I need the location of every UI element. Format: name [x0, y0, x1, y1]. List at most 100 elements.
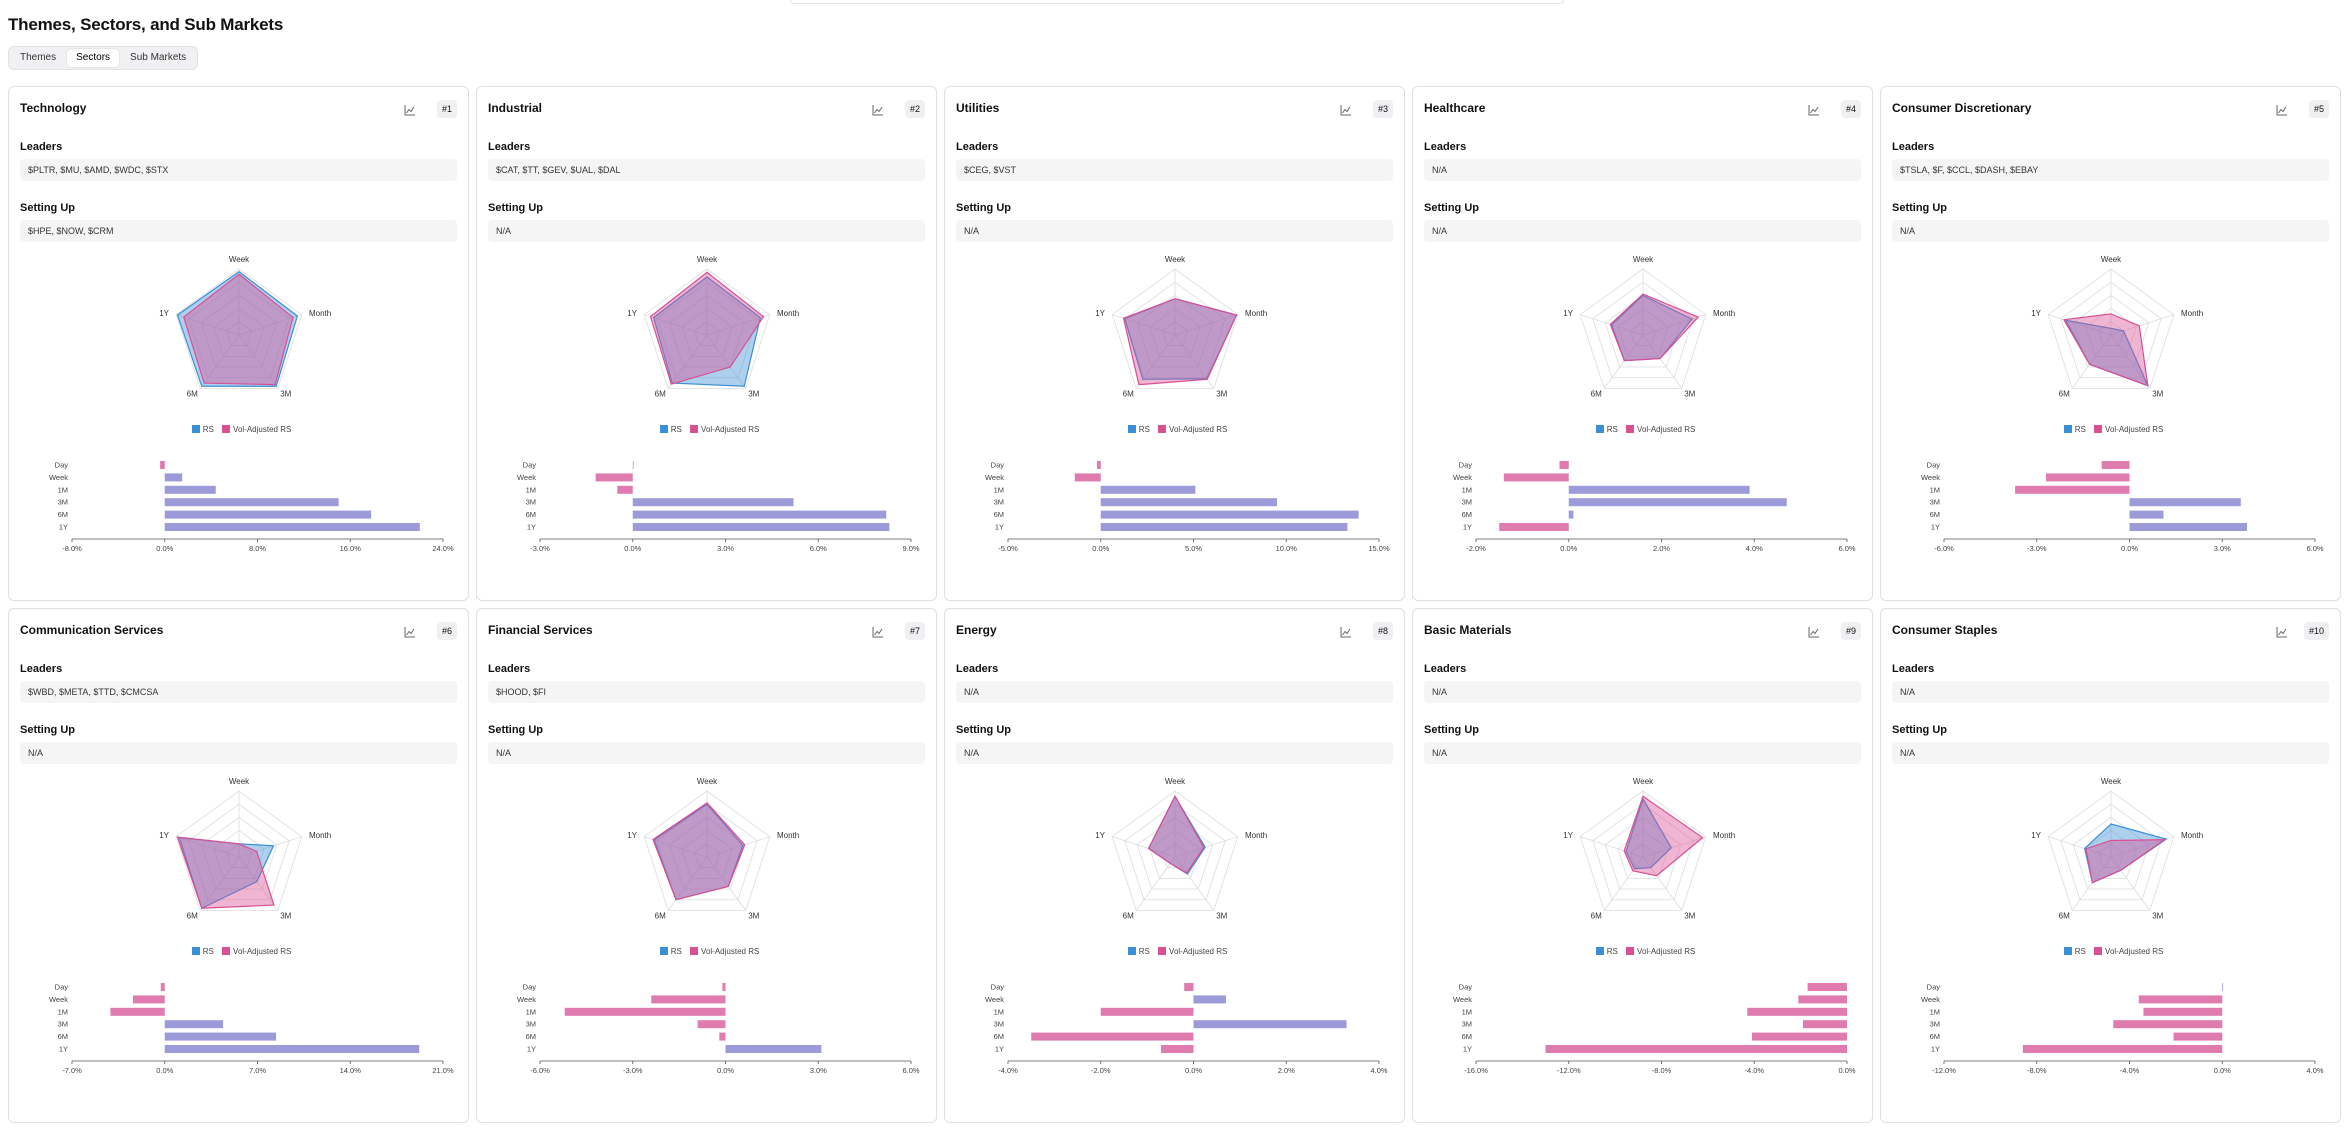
leaders-value: $CEG, $VST — [956, 159, 1393, 181]
radar-axis-label: 1Y — [627, 831, 637, 840]
setting-up-value: N/A — [1892, 742, 2329, 764]
setting-up-label: Setting Up — [20, 724, 75, 736]
radar-spoke — [1642, 836, 1706, 858]
bar-category-label: 1M — [526, 485, 536, 494]
bar-category-label: 1M — [526, 1007, 536, 1016]
bar-x-tick-label: 21.0% — [432, 1066, 454, 1075]
chart-line-icon[interactable] — [1806, 102, 1822, 118]
radar-grid-ring — [2085, 308, 2137, 357]
sector-card: Basic Materials #9 Leaders N/A Setting U… — [1412, 608, 1873, 1123]
radar-spoke — [1174, 856, 1215, 911]
bar-chart: -12.0% -8.0% -4.0% 0.0% 4.0% Day Week 1M 3M 6M 1Y — [1921, 983, 2324, 1076]
leaders-label: Leaders — [956, 663, 999, 675]
bar-category-label: Day — [991, 461, 1005, 470]
setting-up-label: Setting Up — [1892, 202, 1947, 214]
leaders-label: Leaders — [488, 141, 531, 153]
bar-x-tick-label: -12.0% — [1557, 1066, 1581, 1075]
radar-series-vol — [176, 836, 275, 909]
legend-rs-label: RS — [1138, 947, 1150, 956]
chart-line-icon[interactable] — [402, 102, 418, 118]
sector-card: Industrial #2 Leaders $CAT, $TT, $GEV, $… — [476, 86, 937, 601]
chart-line-icon[interactable] — [2274, 102, 2290, 118]
setting-up-label: Setting Up — [20, 202, 75, 214]
sector-card: Energy #8 Leaders N/A Setting Up N/A Wee… — [944, 608, 1405, 1123]
leaders-value: N/A — [1424, 159, 1861, 181]
tab-themes[interactable]: Themes — [20, 52, 57, 63]
bar-category-label: 6M — [1462, 510, 1472, 519]
chart-line-icon[interactable] — [870, 624, 886, 640]
bar-category-label: 6M — [1462, 1032, 1472, 1041]
bar-x-tick-label: 16.0% — [340, 544, 362, 553]
radar-axis-label: 3M — [280, 911, 291, 920]
radar-series-vol — [1147, 795, 1205, 874]
bar-x-tick-label: 10.0% — [1276, 544, 1298, 553]
bar-1m — [1747, 1007, 1847, 1016]
legend-rs-label: RS — [202, 947, 214, 956]
bar-chart: -7.0% 0.0% 7.0% 14.0% 21.0% Day Week 1M 3M 6M 1Y — [49, 983, 454, 1076]
rank-badge: #1 — [436, 100, 457, 118]
leaders-label: Leaders — [20, 141, 63, 153]
bar-category-label: 6M — [994, 1032, 1004, 1041]
legend-rs-label: RS — [1138, 425, 1150, 434]
radar-axis-label: Month — [309, 831, 331, 840]
bar-1y — [164, 1045, 420, 1053]
card-header: Consumer Staples #10 — [1892, 621, 2329, 641]
bar-x-tick-label: -4.0% — [998, 1066, 1018, 1075]
radar-grid-ring — [643, 268, 771, 389]
bar-6m — [164, 1032, 277, 1041]
radar-axis-label: 3M — [2152, 389, 2163, 398]
radar-axis-label: 6M — [1123, 389, 1134, 398]
chart-legend: RS Vol-Adjusted RS — [9, 947, 468, 956]
radar-spoke — [2048, 314, 2112, 336]
setting-up-label: Setting Up — [956, 202, 1011, 214]
rank-badge: #2 — [904, 100, 925, 118]
chart-line-icon[interactable] — [870, 102, 886, 118]
leaders-value: $CAT, $TT, $GEV, $UAL, $DAL — [488, 159, 925, 181]
bar-x-tick-label: 4.0% — [1746, 544, 1763, 553]
radar-chart: Week Month 3M 6M 1Y — [2031, 777, 2203, 921]
chart-line-icon[interactable] — [1806, 624, 1822, 640]
legend-rs-label: RS — [1606, 425, 1618, 434]
bar-category-label: 1M — [994, 485, 1004, 494]
bar-category-label: 6M — [526, 510, 536, 519]
legend-vol-swatch — [1626, 947, 1635, 955]
radar-grid-ring — [2085, 830, 2137, 879]
radar-chart: Week Month 3M 6M 1Y — [159, 777, 331, 921]
setting-up-label: Setting Up — [1424, 202, 1479, 214]
radar-grid-ring — [1149, 830, 1201, 879]
bar-category-label: 1M — [994, 1007, 1004, 1016]
bar-x-tick-label: -8.0% — [62, 544, 82, 553]
card-header: Utilities #3 — [956, 99, 1393, 119]
radar-chart: Week Month 3M 6M 1Y — [1095, 255, 1267, 399]
chart-line-icon[interactable] — [2274, 624, 2290, 640]
leaders-label: Leaders — [956, 141, 999, 153]
chart-line-icon[interactable] — [1338, 102, 1354, 118]
bar-category-label: 3M — [1930, 1020, 1940, 1029]
bar-x-tick-label: -8.0% — [2027, 1066, 2047, 1075]
radar-axis-label: 1Y — [1563, 309, 1573, 318]
radar-grid-ring — [1161, 321, 1189, 347]
chart-line-icon[interactable] — [402, 624, 418, 640]
card-header: Healthcare #4 — [1424, 99, 1861, 119]
radar-chart: Week Month 3M 6M 1Y — [1563, 777, 1735, 921]
legend-vol-swatch — [2094, 947, 2103, 955]
leaders-value: N/A — [1892, 681, 2329, 703]
legend-vol-swatch — [222, 947, 231, 955]
tab-sub-markets[interactable]: Sub Markets — [130, 52, 187, 63]
bar-x-tick-label: 0.0% — [2214, 1066, 2231, 1075]
radar-axis-label: 1Y — [2031, 309, 2041, 318]
radar-axis-label: 6M — [1123, 911, 1134, 920]
legend-vol-label: Vol-Adjusted RS — [701, 947, 760, 956]
bar-category-label: 3M — [526, 1020, 536, 1029]
radar-axis-label: 1Y — [159, 309, 169, 318]
bar-category-label: 1M — [58, 485, 68, 494]
card-header: Financial Services #7 — [488, 621, 925, 641]
bar-category-label: 3M — [526, 498, 536, 507]
bar-6m — [1031, 1032, 1194, 1041]
chart-line-icon[interactable] — [1338, 624, 1354, 640]
radar-axis-label: 1Y — [159, 831, 169, 840]
legend-rs-swatch — [2063, 425, 2072, 433]
bar-category-label: 6M — [58, 510, 68, 519]
tab-sectors[interactable]: Sectors — [67, 49, 120, 67]
sector-name: Energy — [956, 623, 997, 637]
